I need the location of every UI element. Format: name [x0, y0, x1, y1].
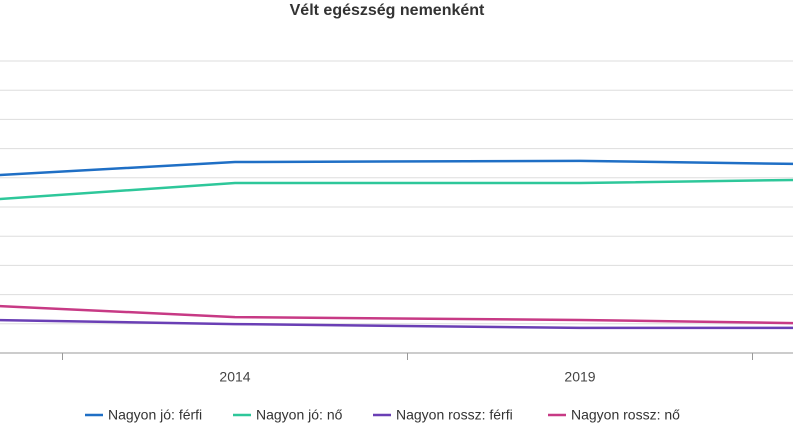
series-line: [0, 159, 793, 177]
chart-title: Vélt egészség nemenként: [290, 2, 485, 19]
x-tick-label: 2019: [564, 369, 595, 385]
x-tick-label: 2014: [219, 369, 250, 385]
legend-label: Nagyon jó: nő: [256, 407, 343, 423]
legend-label: Nagyon rossz: férfi: [396, 407, 513, 423]
legend-label: Nagyon rossz: nő: [571, 407, 680, 423]
grid: 2014 2019: [0, 60, 793, 385]
plot-area: [0, 159, 793, 330]
series-line: [0, 178, 793, 201]
series-line: [0, 304, 793, 325]
legend-label: Nagyon jó: férfi: [108, 407, 202, 423]
series-line: [0, 318, 793, 330]
legend: Nagyon jó: férfi Nagyon jó: nő Nagyon ross…: [85, 407, 680, 423]
